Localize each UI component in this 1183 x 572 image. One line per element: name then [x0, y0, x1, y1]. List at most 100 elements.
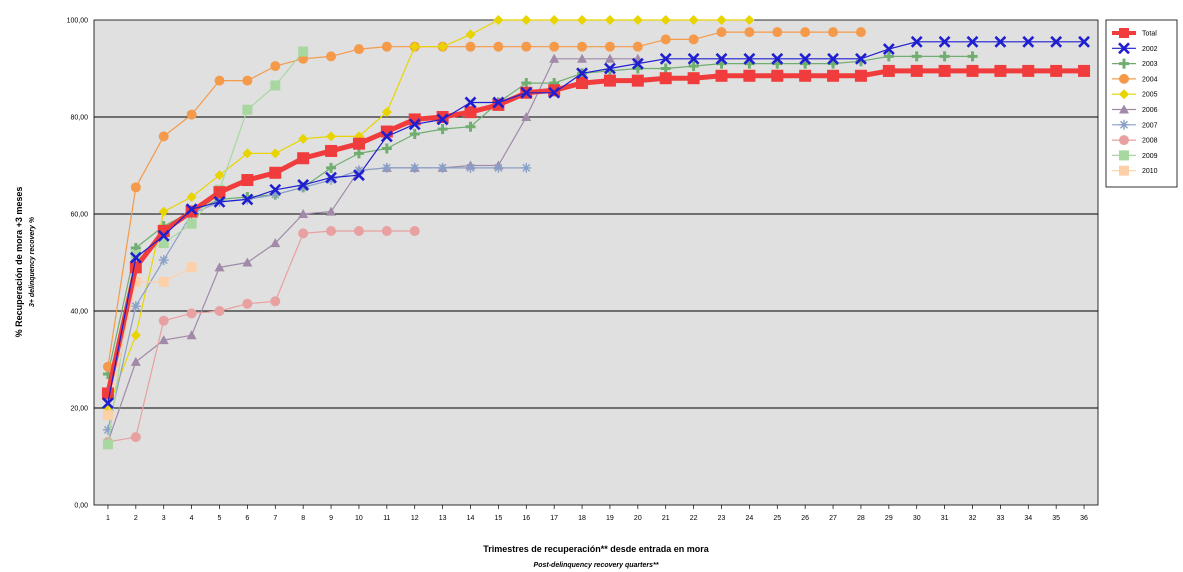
data-point [353, 165, 364, 176]
data-point [326, 131, 337, 142]
data-point [464, 106, 477, 119]
x-axis-subtitle: Post-delinquency recovery quarters** [534, 562, 659, 569]
data-point [715, 52, 728, 65]
data-point [326, 225, 337, 236]
data-point [353, 148, 364, 159]
series-total [101, 64, 1091, 400]
data-point [1022, 64, 1035, 77]
data-point [631, 57, 644, 70]
data-point [353, 169, 365, 182]
series-line [107, 41, 1085, 404]
data-point [548, 86, 561, 99]
data-point [659, 72, 672, 85]
data-point [632, 15, 643, 25]
data-point [631, 74, 644, 87]
data-point [604, 15, 615, 25]
data-point [436, 113, 449, 126]
data-point [604, 41, 615, 52]
data-point [1050, 35, 1063, 48]
x-tick-label: 24 [745, 515, 753, 522]
data-point [492, 96, 505, 109]
data-point [911, 51, 922, 62]
y-tick-label: 0,00 [74, 503, 88, 510]
data-point [437, 162, 448, 173]
data-point [101, 387, 114, 400]
data-point [660, 34, 671, 45]
legend-entry: 2010 [1112, 165, 1158, 176]
legend-label: 2009 [1142, 153, 1158, 160]
data-point [326, 206, 337, 216]
data-point [827, 69, 840, 82]
data-point [994, 35, 1007, 48]
data-point [158, 238, 169, 249]
y-tick-label: 80,00 [70, 115, 88, 122]
x-tick-label: 1 [106, 515, 110, 522]
data-point [270, 80, 281, 91]
data-point [242, 298, 253, 309]
data-point [938, 35, 951, 48]
data-point [297, 152, 310, 165]
legend-label: 2007 [1142, 122, 1158, 129]
legend-label: 2003 [1142, 61, 1158, 68]
data-point [270, 189, 281, 200]
data-point [242, 104, 253, 115]
x-tick-label: 35 [1052, 515, 1060, 522]
data-point [576, 77, 589, 90]
data-point [409, 162, 420, 173]
data-point [297, 178, 310, 191]
data-point [549, 15, 560, 25]
data-point [157, 229, 170, 242]
data-point [214, 262, 225, 272]
data-point [521, 15, 532, 25]
x-tick-label: 22 [690, 515, 698, 522]
x-tick-label: 12 [411, 515, 419, 522]
data-point [577, 41, 588, 52]
data-point [1050, 64, 1063, 77]
legend-label: 2002 [1142, 46, 1158, 53]
data-point [855, 27, 866, 38]
data-point [1078, 64, 1091, 77]
data-point [353, 225, 364, 236]
data-point [270, 148, 281, 159]
data-point [409, 128, 420, 139]
data-point [102, 410, 113, 421]
data-point [882, 64, 895, 77]
data-point [687, 72, 700, 85]
data-point [214, 170, 225, 181]
data-point [800, 27, 811, 38]
data-point [1119, 28, 1129, 38]
data-point [521, 162, 532, 173]
data-point [688, 34, 699, 45]
data-point [381, 143, 392, 154]
data-point [381, 225, 392, 236]
data-point [967, 51, 978, 62]
x-tick-label: 30 [913, 515, 921, 522]
legend-label: 2010 [1142, 168, 1158, 175]
data-point [130, 182, 141, 193]
x-tick-label: 28 [857, 515, 865, 522]
data-point [242, 75, 253, 86]
data-point [520, 86, 533, 99]
legend-label: 2004 [1142, 76, 1158, 83]
data-point [549, 53, 560, 63]
x-tick-label: 23 [718, 515, 726, 522]
gridlines [94, 116, 1098, 409]
x-tick-label: 36 [1080, 515, 1088, 522]
plot-area [93, 19, 1099, 506]
x-tick-label: 19 [606, 515, 614, 522]
data-point [994, 64, 1007, 77]
legend-entry: 2004 [1112, 73, 1158, 84]
x-tick-label: 3 [162, 515, 166, 522]
legend-entry: 2007 [1112, 119, 1158, 130]
data-point [1078, 35, 1090, 48]
series-2005 [102, 15, 755, 413]
data-point [493, 162, 504, 173]
x-tick-label: 14 [467, 515, 475, 522]
data-point [102, 424, 113, 435]
data-point [910, 35, 923, 48]
x-tick-label: 26 [801, 515, 809, 522]
data-point [966, 64, 979, 77]
data-point [298, 209, 309, 218]
data-point [688, 61, 699, 72]
data-point [771, 52, 784, 65]
